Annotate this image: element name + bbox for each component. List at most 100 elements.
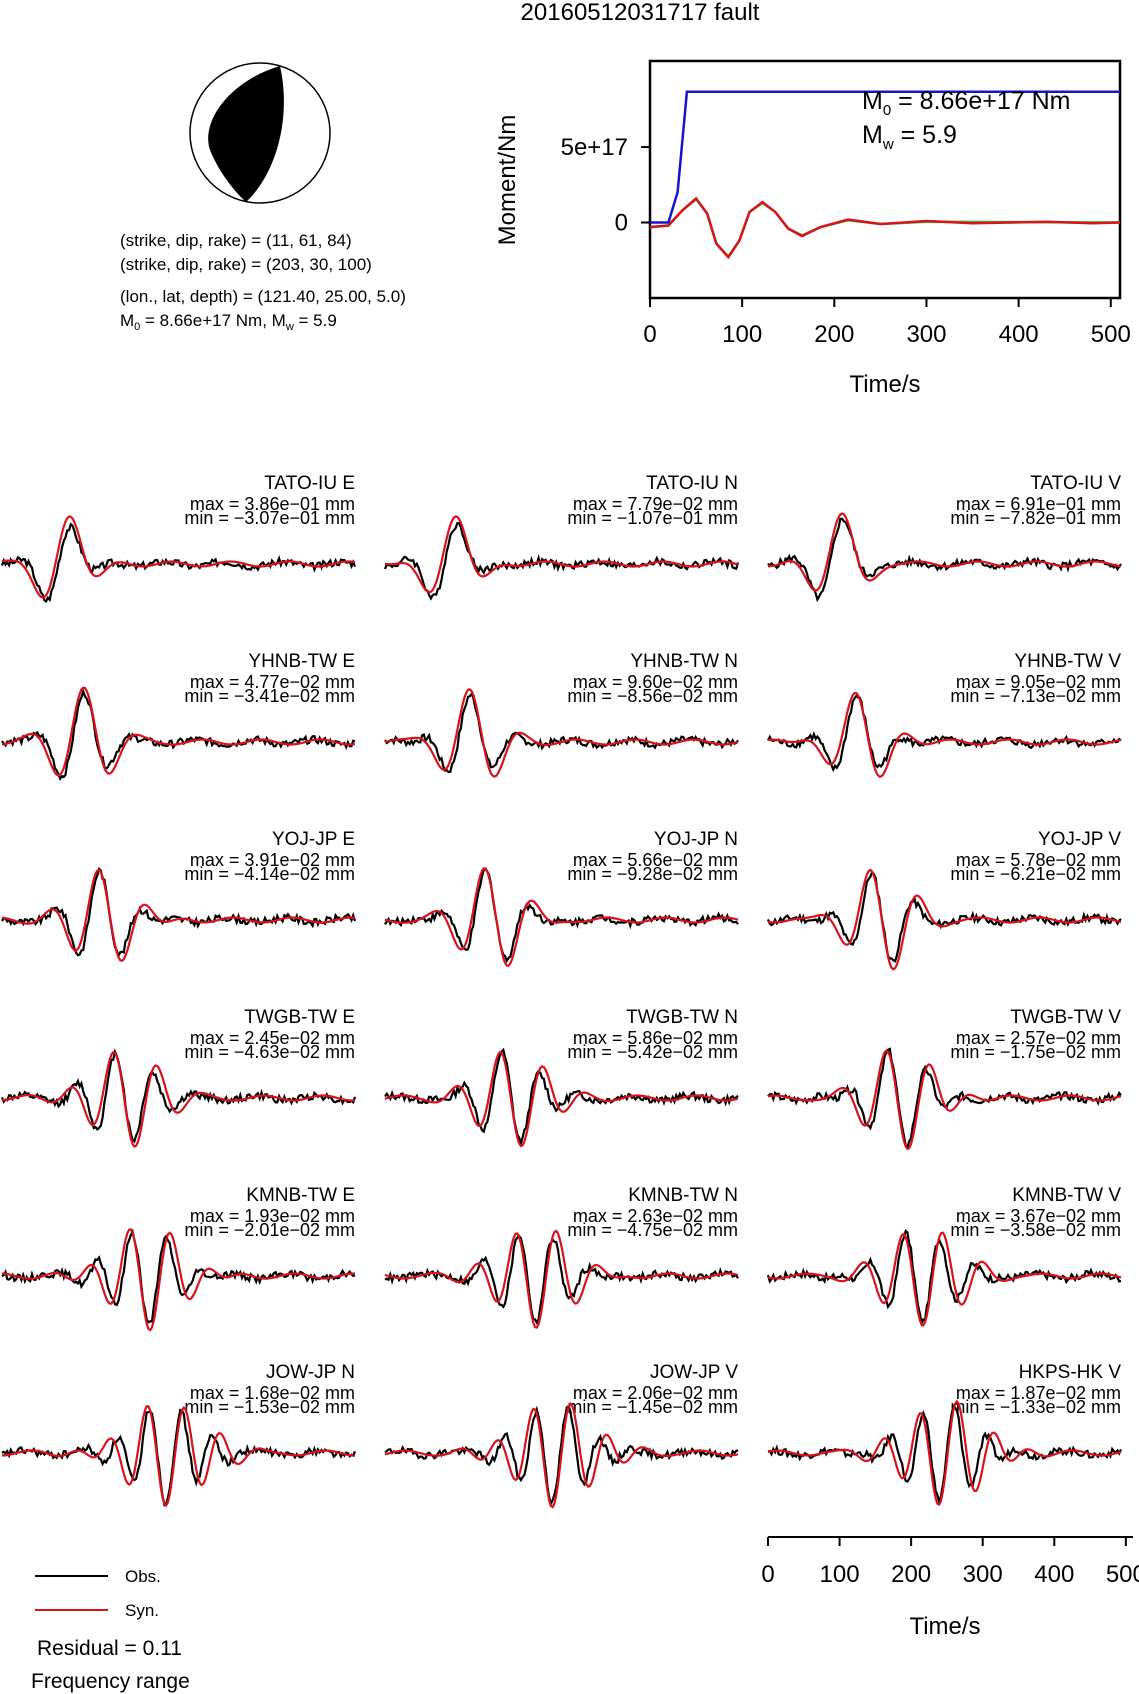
waveform-min-label: min = −6.21e−02 mm [950,864,1121,884]
mech-line-3: (lon., lat, depth) = (121.40, 25.00, 5.0… [120,287,406,306]
waveform-min-label: min = −3.41e−02 mm [184,686,355,706]
waveform-obs-line [767,694,1122,773]
waveform-station-label: HKPS-HK V [1019,1362,1122,1383]
waveform-obs-line [0,522,357,604]
waveform-station-label: YHNB-TW V [1014,651,1121,672]
waveform-max-label: max = 7.79e−02 mm [573,494,738,514]
moment-y-axis: 0 5e+17 [561,134,650,237]
waveform-min-label: min = −1.45e−02 mm [567,1397,738,1417]
waveform-obs-line [767,517,1122,603]
waveform-syn-line [767,868,1122,971]
waveform-obs-line [766,870,1122,963]
waveform-max-label: max = 5.66e−02 mm [573,850,738,870]
waveform-station-label: KMNB-TW V [1012,1185,1121,1206]
mech-line-2: (strike, dip, rake) = (203, 30, 100) [120,255,372,274]
moment-x-tick-label: 300 [906,321,946,348]
waveform-min-label: min = −3.07e−01 mm [184,508,355,528]
mech-line-1: (strike, dip, rake) = (11, 61, 84) [120,231,352,250]
waveform-station-label: KMNB-TW N [628,1185,738,1206]
waveform-max-label: max = 1.87e−02 mm [956,1383,1121,1403]
waveform-station-label: YHNB-TW E [248,651,355,672]
waveform-station-label: KMNB-TW E [246,1185,355,1206]
beachball [189,62,331,204]
moment-plot-frame [648,59,1122,300]
waveform-x-label: Time/s [909,1613,980,1640]
frequency-range-text: Frequency range [31,1670,190,1693]
legend-obs-label: Obs. [125,1567,161,1586]
waveform-syn-line [384,1229,739,1329]
waveform-max-label: max = 1.68e−02 mm [190,1383,355,1403]
waveform-station-label: JOW-JP N [266,1362,355,1383]
waveform-min-label: min = −1.33e−02 mm [950,1397,1121,1417]
moment-x-tick-label: 400 [999,321,1039,348]
waveform-station-label: TATO-IU N [646,473,738,494]
waveform-station-label: YOJ-JP V [1038,829,1121,850]
waveform-time-axis: 0 100 200 300 400 500 [761,1536,1139,1588]
moment-x-axis: 0 100 200 300 400 500 [643,298,1131,348]
legend: Obs. Syn. Residual = 0.11 Frequency rang… [31,1567,190,1693]
waveform-syn-line [767,1049,1122,1151]
waveform-obs-line [0,1048,357,1144]
mech-line-4: M0 = 8.66e+17 Nm, Mw = 5.9 [120,311,337,333]
waveform-min-label: min = −1.75e−02 mm [950,1042,1121,1062]
waveform-syn-line [1,1405,355,1508]
waveform-max-label: max = 3.67e−02 mm [956,1206,1121,1226]
waveform-syn-line [1,1228,355,1332]
waveform-syn-line [767,1231,1122,1327]
waveform-max-label: max = 5.78e−02 mm [956,850,1121,870]
waveform-station-label: JOW-JP V [650,1362,738,1383]
waveform-x-tick-label: 100 [820,1561,860,1588]
waveform-station-label: TWGB-TW E [244,1007,355,1028]
waveform-max-label: max = 6.91e−01 mm [956,494,1121,514]
moment-x-tick-label: 100 [722,321,762,348]
waveform-min-label: min = −1.07e−01 mm [567,508,738,528]
moment-x-tick-label: 500 [1091,321,1131,348]
waveform-station-label: TATO-IU E [264,473,355,494]
waveform-obs-line [766,1228,1122,1327]
waveform-max-label: max = 2.57e−02 mm [956,1028,1121,1048]
moment-series-blue-line [650,90,1120,224]
waveform-max-label: max = 5.86e−02 mm [573,1028,738,1048]
legend-syn-label: Syn. [125,1601,159,1620]
moment-y-label: Moment/Nm [494,115,521,246]
moment-annotation-m0: M0 = 8.66e+17 Nm [862,87,1070,119]
mechanism-info: (strike, dip, rake) = (11, 61, 84) (stri… [120,231,406,333]
waveform-max-label: max = 3.91e−02 mm [190,850,355,870]
moment-x-tick-label: 0 [643,321,656,348]
moment-series-group [649,90,1121,260]
waveform-min-label: min = −7.13e−02 mm [950,686,1121,706]
waveform-syn-line [384,688,739,778]
waveform-max-label: max = 9.60e−02 mm [573,672,738,692]
waveform-obs-line [1,687,356,781]
waveform-syn-line [384,867,739,967]
residual-text: Residual = 0.11 [37,1637,182,1660]
waveform-syn-line [767,1399,1122,1506]
waveform-max-label: max = 1.93e−02 mm [190,1206,355,1226]
waveform-max-label: max = 2.63e−02 mm [573,1206,738,1226]
waveform-station-label: TWGB-TW N [626,1007,738,1028]
waveform-min-label: min = −2.01e−02 mm [184,1220,355,1240]
waveform-station-label: YOJ-JP N [654,829,738,850]
waveform-x-tick-label: 200 [891,1561,931,1588]
moment-annotation-mw: Mw = 5.9 [862,121,957,153]
waveform-min-label: min = −5.42e−02 mm [567,1042,738,1062]
waveform-syn-line [1,686,356,777]
waveform-obs-line [383,521,740,601]
waveform-max-label: max = 9.05e−02 mm [956,672,1121,692]
waveform-syn-line [1,868,356,963]
